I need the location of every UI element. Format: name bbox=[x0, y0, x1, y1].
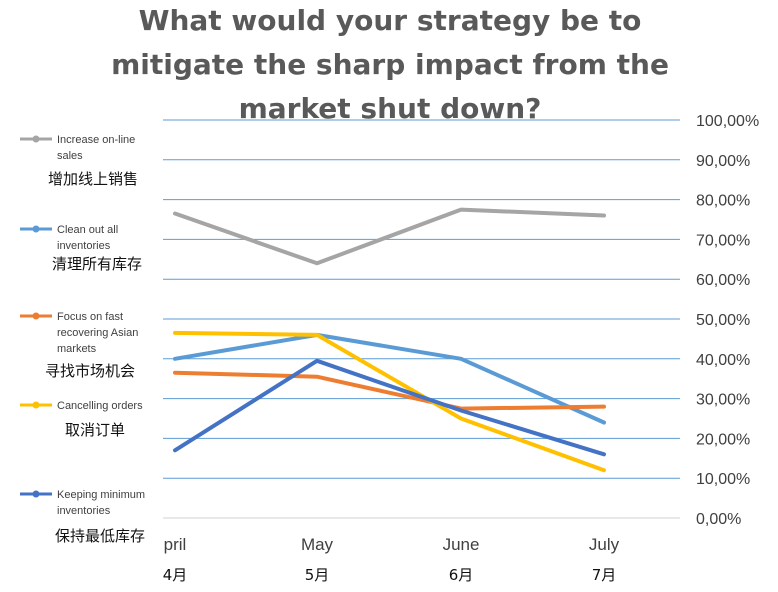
series-line bbox=[173, 358, 606, 457]
y-tick-label: 70,00% bbox=[696, 232, 750, 249]
y-axis: 0,00% 10,00% 20,00% 30,00% 40,00% 50,00% 60,00… bbox=[696, 113, 759, 528]
legend-label-cn: 取消订单 bbox=[65, 421, 125, 439]
legend-label: Focus on fast bbox=[57, 311, 123, 323]
legend-label-cn: 增加线上销售 bbox=[48, 170, 138, 188]
x-tick-label: May bbox=[301, 535, 334, 554]
legend-label: markets bbox=[57, 343, 97, 355]
legend-label-cn: 寻找市场机会 bbox=[45, 362, 135, 380]
series-line bbox=[173, 370, 606, 411]
y-tick-label: 60,00% bbox=[696, 272, 750, 289]
legend-label-cn: 保持最低库存 bbox=[55, 527, 145, 545]
series-line bbox=[173, 330, 606, 473]
y-tick-label: 40,00% bbox=[696, 352, 750, 369]
legend-marker bbox=[32, 225, 40, 233]
x-tick-label-cn: 4月 bbox=[163, 566, 188, 584]
legend-label-cn: 清理所有库存 bbox=[52, 255, 142, 273]
plot-area bbox=[173, 207, 606, 473]
gridlines bbox=[163, 119, 680, 519]
x-axis: pril 4月 May 5月 June 6月 July 7月 bbox=[163, 535, 620, 584]
x-tick-label: June bbox=[443, 535, 480, 554]
series-line bbox=[173, 207, 606, 266]
x-tick-label-cn: 7月 bbox=[592, 566, 617, 584]
legend-label: Cancelling orders bbox=[57, 400, 143, 412]
chart-title: What would your strategy be to mitigate … bbox=[111, 4, 669, 125]
legend-entry: Clean out all inventories 清理所有库存 bbox=[20, 224, 142, 273]
legend-marker bbox=[32, 401, 40, 409]
chart-title-line-1: What would your strategy be to bbox=[139, 4, 642, 37]
legend-label: inventories bbox=[57, 505, 111, 517]
y-tick-label: 50,00% bbox=[696, 312, 750, 329]
legend-label: inventories bbox=[57, 240, 111, 252]
y-tick-label: 0,00% bbox=[696, 511, 741, 528]
legend-label: recovering Asian bbox=[57, 327, 138, 339]
legend-entry: Keeping minimum inventories 保持最低库存 bbox=[20, 489, 145, 545]
chart-title-line-2: mitigate the sharp impact from the bbox=[111, 48, 669, 81]
legend-marker bbox=[32, 135, 40, 143]
legend-marker bbox=[32, 312, 40, 320]
legend-label: Increase on-line bbox=[57, 134, 135, 146]
legend-entry: Focus on fast recovering Asian markets 寻找市场… bbox=[20, 311, 138, 380]
y-tick-label: 20,00% bbox=[696, 431, 750, 448]
x-tick-label-cn: 6月 bbox=[449, 566, 474, 584]
y-tick-label: 80,00% bbox=[696, 193, 750, 210]
legend-entry: Cancelling orders 取消订单 bbox=[20, 400, 143, 439]
x-tick-label: July bbox=[589, 535, 620, 554]
legend-marker bbox=[32, 490, 40, 498]
legend: Increase on-line sales 增加线上销售 Clean out all… bbox=[20, 134, 145, 545]
y-tick-label: 30,00% bbox=[696, 392, 750, 409]
legend-label: sales bbox=[57, 150, 83, 162]
x-tick-label: pril bbox=[164, 535, 187, 554]
legend-label: Clean out all bbox=[57, 224, 118, 236]
y-tick-label: 90,00% bbox=[696, 153, 750, 170]
x-tick-label-cn: 5月 bbox=[305, 566, 330, 584]
legend-entry: Increase on-line sales 增加线上销售 bbox=[20, 134, 138, 188]
y-tick-label: 100,00% bbox=[696, 113, 759, 130]
y-tick-label: 10,00% bbox=[696, 471, 750, 488]
series-line bbox=[173, 332, 606, 425]
legend-label: Keeping minimum bbox=[57, 489, 145, 501]
